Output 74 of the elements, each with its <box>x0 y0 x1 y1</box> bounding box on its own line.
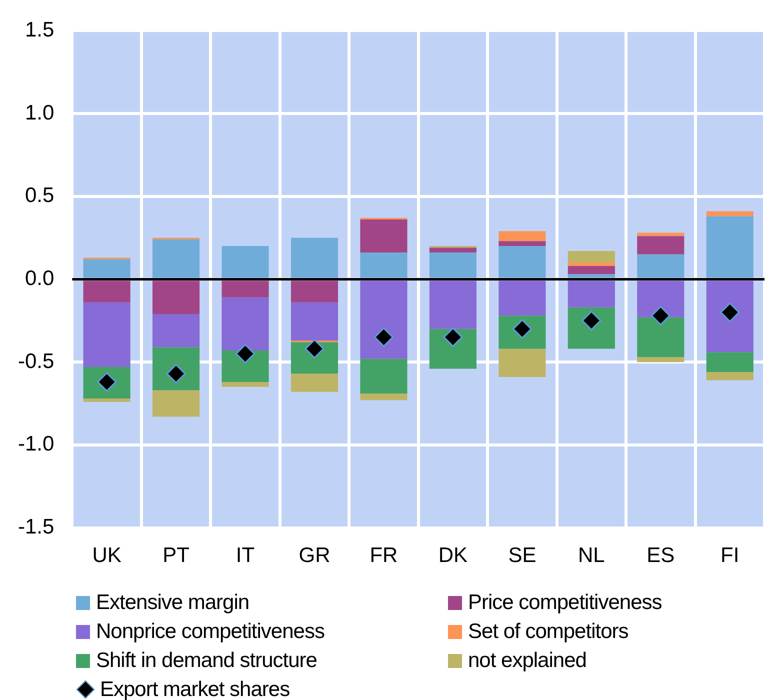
x-tick-label: IT <box>236 544 255 568</box>
bar <box>290 238 338 278</box>
bar <box>637 280 684 318</box>
bar <box>360 358 408 394</box>
bar <box>290 280 338 302</box>
x-tick-label: GR <box>298 544 330 568</box>
bar <box>83 398 130 402</box>
point <box>650 306 670 326</box>
x-tick-label: ES <box>646 544 675 568</box>
x-tick-label: FI <box>720 544 740 568</box>
bar <box>637 357 684 362</box>
bar <box>637 236 684 254</box>
bar <box>568 266 615 274</box>
legend-label: Extensive margin <box>96 590 250 616</box>
bar <box>360 394 408 400</box>
legend-label: not explained <box>468 648 586 674</box>
y-tick-label: -1.0 <box>18 432 54 456</box>
bar <box>290 302 338 341</box>
bar <box>429 248 476 253</box>
bar <box>498 241 546 246</box>
legend-label: Nonprice competitiveness <box>96 619 324 645</box>
bar <box>568 262 615 266</box>
x-tick-label: SE <box>508 544 536 568</box>
bar <box>83 280 130 302</box>
y-tick-label: -0.5 <box>18 350 54 373</box>
bar <box>152 314 200 348</box>
bar <box>360 252 408 278</box>
bar <box>83 259 130 278</box>
y-tick-label: 0.0 <box>24 266 54 290</box>
bar <box>152 347 200 390</box>
bar <box>222 246 269 278</box>
bar <box>222 382 269 387</box>
bar <box>637 254 684 278</box>
bar <box>222 297 269 350</box>
bar <box>706 280 754 352</box>
bar <box>290 374 338 392</box>
bar <box>498 231 546 242</box>
bar <box>152 390 200 417</box>
bar <box>498 280 546 316</box>
x-tick-label: PT <box>162 544 190 568</box>
bar <box>568 280 615 308</box>
bar <box>498 246 546 278</box>
bar <box>568 251 615 263</box>
bar <box>637 232 684 236</box>
bar <box>222 280 269 298</box>
y-tick-label: 1.5 <box>24 18 54 42</box>
y-tick-label: 0.5 <box>24 184 54 208</box>
point <box>443 327 463 347</box>
bar <box>83 302 130 368</box>
bar <box>568 274 615 278</box>
bar <box>498 348 546 377</box>
y-tick-label: -1.5 <box>18 516 54 539</box>
bar <box>360 280 408 359</box>
legend-label: Set of competitors <box>468 619 628 645</box>
bar <box>360 220 408 253</box>
bar <box>706 372 754 380</box>
x-tick-label: FR <box>370 544 398 568</box>
bar <box>429 280 476 329</box>
x-tick-label: DK <box>438 544 468 568</box>
point <box>374 327 394 347</box>
x-tick-label: UK <box>92 544 122 568</box>
legend-label: Export market shares <box>100 677 290 700</box>
bar <box>637 317 684 358</box>
x-tick-label: NL <box>578 544 605 568</box>
bar <box>706 211 754 216</box>
bar <box>429 252 476 278</box>
bar <box>152 239 200 278</box>
y-tick-label: 1.0 <box>24 101 54 124</box>
bar <box>706 216 754 278</box>
bar <box>706 352 754 372</box>
legend-label: Price competitiveness <box>468 590 662 616</box>
point <box>236 344 256 364</box>
bar <box>152 280 200 314</box>
legend-label: Shift in demand structure <box>96 648 317 674</box>
